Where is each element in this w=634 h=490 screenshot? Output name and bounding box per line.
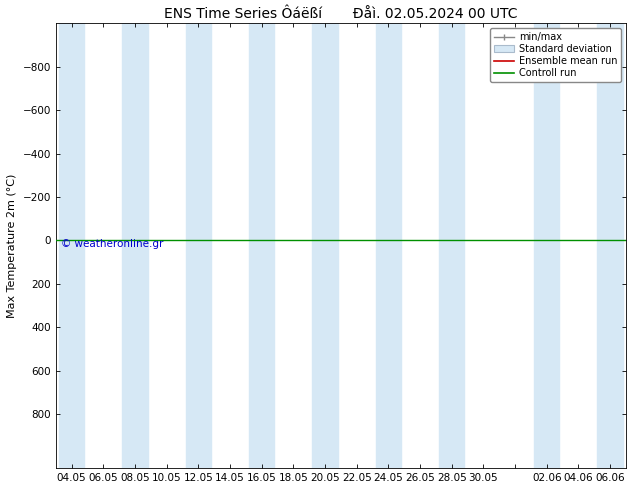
Text: © weatheronline.gr: © weatheronline.gr xyxy=(61,239,164,248)
Legend: min/max, Standard deviation, Ensemble mean run, Controll run: min/max, Standard deviation, Ensemble me… xyxy=(491,28,621,82)
Bar xyxy=(59,24,84,468)
Bar xyxy=(439,24,464,468)
Bar xyxy=(249,24,275,468)
Bar xyxy=(313,24,338,468)
Bar xyxy=(597,24,623,468)
Bar xyxy=(376,24,401,468)
Bar xyxy=(186,24,211,468)
Title: ENS Time Series Ôáëßí       Đåì. 02.05.2024 00 UTC: ENS Time Series Ôáëßí Đåì. 02.05.2024 00… xyxy=(164,7,517,21)
Y-axis label: Max Temperature 2m (°C): Max Temperature 2m (°C) xyxy=(7,173,17,318)
Bar xyxy=(122,24,148,468)
Bar xyxy=(534,24,559,468)
